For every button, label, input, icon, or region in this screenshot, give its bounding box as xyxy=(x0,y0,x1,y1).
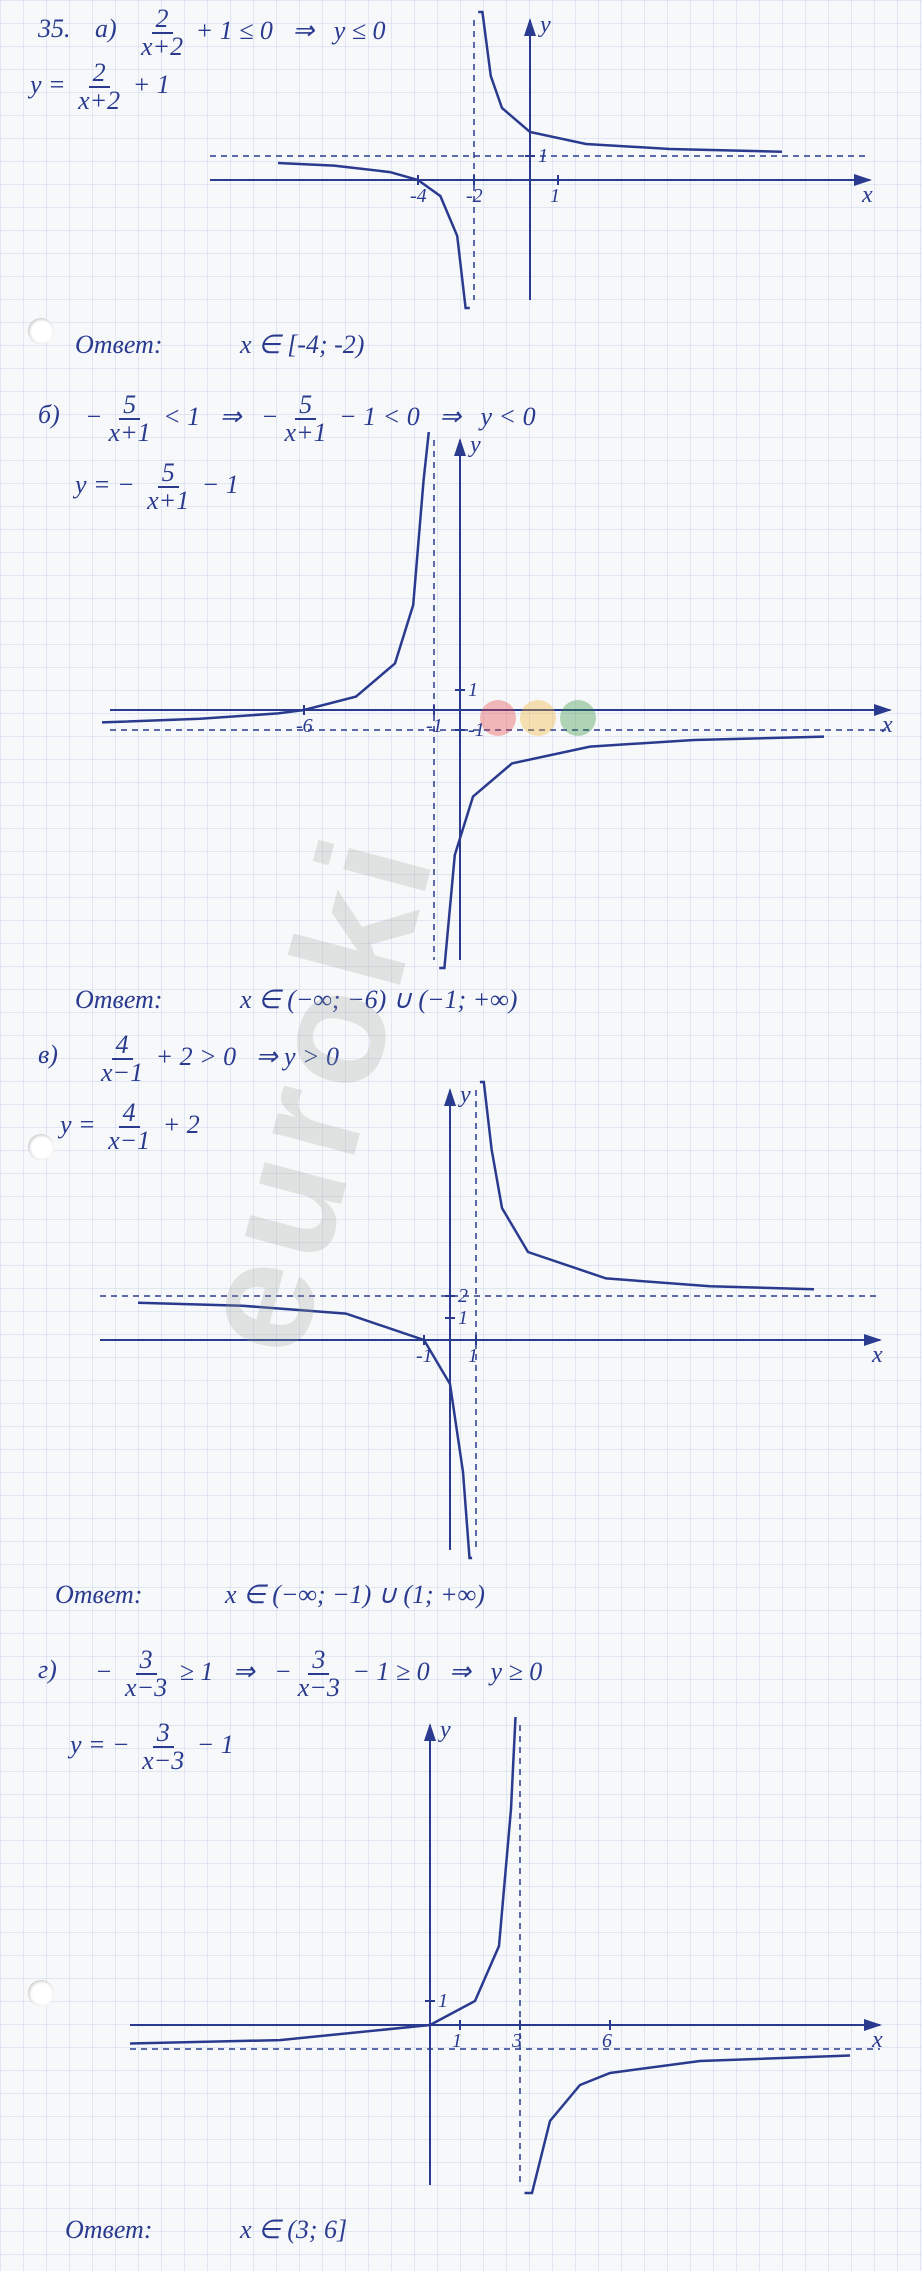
part-d-answer-label: Ответ: xyxy=(65,2215,152,2245)
part-a-function: y = 2x+2 + 1 xyxy=(30,60,170,114)
part-d-graph: xy1361 xyxy=(120,1715,890,2195)
part-d-answer: x ∈ (3; 6] xyxy=(240,2215,347,2245)
svg-text:1: 1 xyxy=(468,679,478,701)
part-a-label: а) xyxy=(95,14,117,44)
watermark-dot-green xyxy=(560,700,596,736)
svg-text:1: 1 xyxy=(538,145,548,167)
svg-text:1: 1 xyxy=(452,2030,462,2052)
part-c-answer: x ∈ (−∞; −1) ∪ (1; +∞) xyxy=(225,1580,485,1610)
svg-text:-2: -2 xyxy=(466,185,483,207)
svg-text:2: 2 xyxy=(458,1285,468,1307)
part-b-answer: x ∈ (−∞; −6) ∪ (−1; +∞) xyxy=(240,985,517,1015)
part-c-answer-label: Ответ: xyxy=(55,1580,142,1610)
watermark-dot-yellow xyxy=(520,700,556,736)
part-b-answer-label: Ответ: xyxy=(75,985,162,1015)
svg-text:x: x xyxy=(861,182,873,208)
part-a-graph: x y -4 -2 11 xyxy=(200,10,880,310)
part-b-label: б) xyxy=(38,400,60,430)
part-d-label: г) xyxy=(38,1655,57,1685)
svg-text:y: y xyxy=(468,432,481,458)
part-c-inequality: 4x−1 + 2 > 0 ⇒ y > 0 xyxy=(95,1032,339,1086)
problem-number: 35. xyxy=(38,14,71,44)
svg-text:-4: -4 xyxy=(410,185,427,207)
svg-text:1: 1 xyxy=(438,1990,448,2012)
svg-text:-1: -1 xyxy=(426,715,443,737)
svg-text:6: 6 xyxy=(602,2030,612,2052)
svg-text:-6: -6 xyxy=(296,715,313,737)
part-a-answer: x ∈ [-4; -2) xyxy=(240,330,364,360)
svg-text:3: 3 xyxy=(511,2030,522,2052)
svg-text:1: 1 xyxy=(458,1307,468,1329)
page-content: 35. а) 2x+2 + 1 ≤ 0 ⇒ y ≤ 0 y = 2x+2 + 1… xyxy=(0,0,922,2271)
watermark-dot-red xyxy=(480,700,516,736)
svg-text:y: y xyxy=(458,1082,471,1108)
part-a-answer-label: Ответ: xyxy=(75,330,162,360)
part-d-inequality: − 3x−3 ≥ 1 ⇒ −3x−3 − 1 ≥ 0 ⇒ y ≥ 0 xyxy=(95,1647,542,1701)
svg-text:y: y xyxy=(438,1717,451,1743)
svg-text:y: y xyxy=(538,12,551,38)
svg-text:1: 1 xyxy=(550,185,560,207)
svg-text:x: x xyxy=(871,1342,883,1368)
part-c-label: в) xyxy=(38,1040,58,1070)
svg-text:x: x xyxy=(881,712,893,738)
svg-text:1: 1 xyxy=(468,1345,478,1367)
part-c-graph: xy-1121 xyxy=(90,1080,890,1560)
